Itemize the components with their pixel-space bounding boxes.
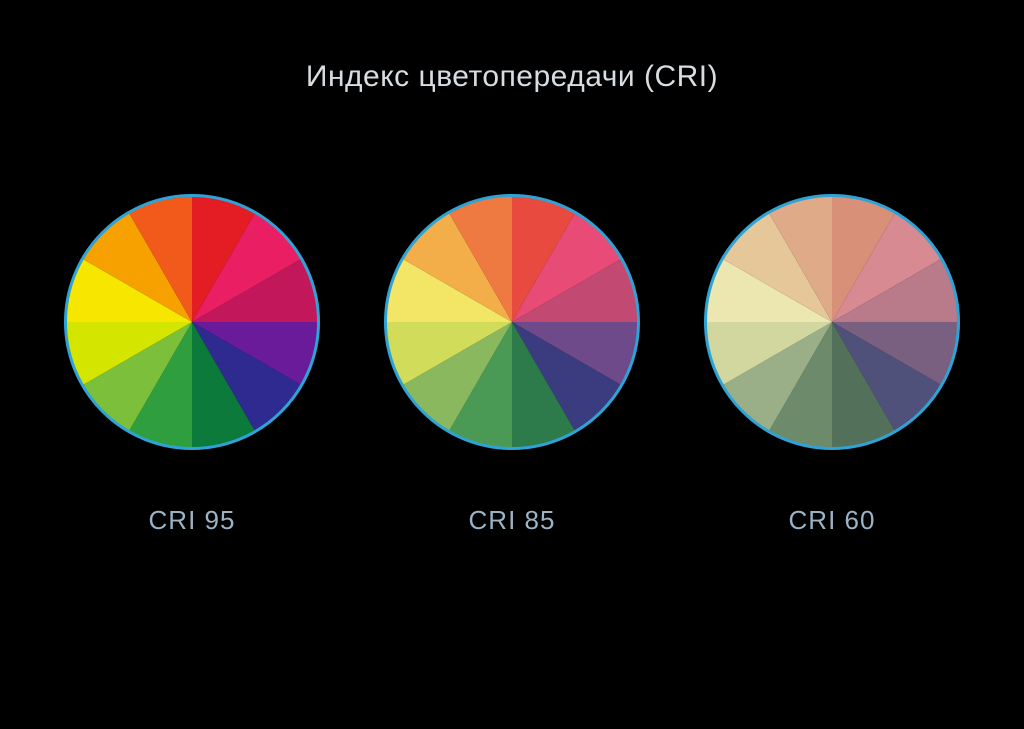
wheels-row: CRI 95 CRI 85 CRI 60 — [0, 194, 1024, 536]
page-root: Индекс цветопередачи (CRI) CRI 95 CRI 85… — [0, 0, 1024, 729]
wheel-caption-cri-60: CRI 60 — [789, 505, 876, 536]
color-wheel-cri-60 — [704, 194, 960, 450]
wheel-block-cri-95: CRI 95 — [64, 194, 320, 536]
color-wheel-cri-95 — [64, 194, 320, 450]
chart-title: Индекс цветопередачи (CRI) — [306, 60, 718, 94]
wheel-caption-cri-95: CRI 95 — [149, 505, 236, 536]
color-wheel-cri-85 — [384, 194, 640, 450]
wheel-caption-cri-85: CRI 85 — [469, 505, 556, 536]
wheel-block-cri-85: CRI 85 — [384, 194, 640, 536]
wheel-block-cri-60: CRI 60 — [704, 194, 960, 536]
